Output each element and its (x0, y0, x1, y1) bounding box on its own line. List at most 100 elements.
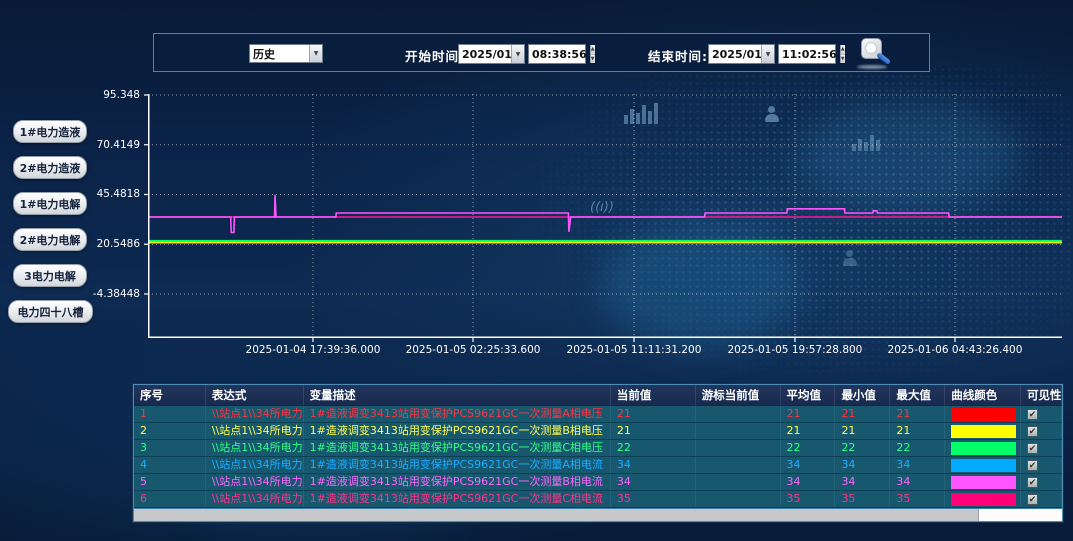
start-time-value: 08:38:56 (532, 47, 587, 61)
cell-expr: \\站点1\\34所电力… (206, 423, 304, 439)
spinner-up-icon[interactable]: ▲ (840, 45, 845, 55)
x-tick-label: 2025-01-04 17:39:36.000 (245, 344, 381, 356)
cell-cursor (696, 474, 781, 490)
cell-color (945, 491, 1022, 507)
sidebar-button-power-electrolysis-2[interactable]: 2#电力电解 (13, 228, 87, 251)
end-date-input[interactable]: 2025/01/06 ▼ (708, 44, 775, 64)
sidebar-button-power-electrolysis-3[interactable]: 3电力电解 (13, 264, 87, 287)
cell-visible: ✔ (1021, 457, 1062, 473)
start-time-input[interactable]: 08:38:56 ▲ ▼ (528, 44, 595, 64)
cell-visible: ✔ (1021, 474, 1062, 490)
cell-idx: 2 (134, 423, 206, 439)
cell-min: 35 (835, 491, 891, 507)
visibility-checkbox[interactable]: ✔ (1027, 425, 1039, 437)
cell-cur: 21 (611, 423, 696, 439)
table-row[interactable]: 5 \\站点1\\34所电力… 1#造液调变3413站用变保护PCS9621GC一次… (134, 474, 1062, 491)
curve-color-swatch[interactable] (951, 492, 1017, 506)
toolbar: 历史 ▼ 开始时间: 2025/01/04 ▼ 08:38:56 ▲▼ 结束时间… (153, 33, 930, 72)
sidebar-button-power-48-cells[interactable]: 电力四十八槽 (8, 300, 93, 323)
cell-color (945, 423, 1022, 439)
sidebar-button-power-liquid-1[interactable]: 1#电力造液 (13, 120, 87, 143)
table-row[interactable]: 1 \\站点1\\34所电力… 1#造液调变3413站用变保护PCS9621GC一次… (134, 406, 1062, 423)
table-row[interactable]: 6 \\站点1\\34所电力… 1#造液调变3413站用变保护PCS9621GC一次… (134, 491, 1062, 508)
curve-color-swatch[interactable] (951, 441, 1017, 455)
column-header-cur: 当前值 (611, 385, 696, 405)
end-time-input[interactable]: 11:02:56 ▲ ▼ (778, 44, 845, 64)
cell-max: 35 (890, 491, 946, 507)
cell-visible: ✔ (1021, 423, 1062, 439)
table-header-row: 序号 表达式 变量描述 当前值 游标当前值 平均值 最小值 最大值 曲线颜色 可见性 (134, 385, 1062, 406)
magnifier-lens (865, 42, 877, 54)
cell-desc: 1#造液调变3413站用变保护PCS9621GC一次测量A相电压 (304, 406, 611, 422)
cell-cur: 34 (611, 457, 696, 473)
spinner-up-icon[interactable]: ▲ (590, 45, 595, 55)
column-header-expr: 表达式 (206, 385, 304, 405)
cell-avg: 34 (781, 457, 836, 473)
visibility-checkbox[interactable]: ✔ (1027, 476, 1039, 488)
cell-color (945, 474, 1022, 490)
scrollbar-thumb[interactable] (978, 509, 1062, 521)
spinner-down-icon[interactable]: ▼ (590, 54, 595, 63)
spinner-down-icon[interactable]: ▼ (840, 54, 845, 63)
chevron-down-icon[interactable]: ▼ (511, 45, 524, 63)
cell-desc: 1#造液调变3413站用变保护PCS9621GC一次测量C相电压 (304, 440, 611, 456)
cell-avg: 34 (781, 474, 836, 490)
sidebar-button-power-liquid-2[interactable]: 2#电力造液 (13, 156, 87, 179)
table-row[interactable]: 3 \\站点1\\34所电力… 1#造液调变3413站用变保护PCS9621GC一次… (134, 440, 1062, 457)
visibility-checkbox[interactable]: ✔ (1027, 408, 1039, 420)
cell-min: 22 (835, 440, 891, 456)
column-header-max: 最大值 (890, 385, 946, 405)
column-header-avg: 平均值 (781, 385, 836, 405)
curves-table: 序号 表达式 变量描述 当前值 游标当前值 平均值 最小值 最大值 曲线颜色 可见性 1 \\站点1… (133, 384, 1063, 522)
table-row[interactable]: 4 \\站点1\\34所电力… 1#造液调变3413站用变保护PCS9621GC一次… (134, 457, 1062, 474)
end-time-value: 11:02:56 (782, 47, 837, 61)
cell-color (945, 457, 1022, 473)
start-date-input[interactable]: 2025/01/04 ▼ (458, 44, 525, 64)
column-header-desc: 变量描述 (304, 385, 611, 405)
cell-idx: 4 (134, 457, 206, 473)
visibility-checkbox[interactable]: ✔ (1027, 459, 1039, 471)
table-row[interactable]: 2 \\站点1\\34所电力… 1#造液调变3413站用变保护PCS9621GC一次… (134, 423, 1062, 440)
cell-idx: 5 (134, 474, 206, 490)
table-scrollbar[interactable] (134, 508, 1062, 521)
history-mode-select[interactable]: 历史 ▼ (249, 44, 323, 63)
series-line-phase-b-current (148, 194, 1062, 234)
start-date-value: 2025/01/04 (462, 47, 511, 61)
trend-chart-plot[interactable] (144, 94, 1062, 342)
x-axis-labels: 2025-01-04 17:39:36.000 2025-01-05 02:25:… (148, 344, 1062, 358)
end-date-value: 2025/01/06 (712, 47, 761, 61)
cell-avg: 35 (781, 491, 836, 507)
cell-min: 21 (835, 406, 891, 422)
cell-max: 34 (890, 457, 946, 473)
visibility-checkbox[interactable]: ✔ (1027, 442, 1039, 454)
cell-max: 21 (890, 423, 946, 439)
curve-color-swatch[interactable] (951, 424, 1017, 438)
cell-idx: 6 (134, 491, 206, 507)
icon-shadow (857, 65, 887, 69)
curve-color-swatch[interactable] (951, 458, 1017, 472)
cell-visible: ✔ (1021, 406, 1062, 422)
curve-color-swatch[interactable] (951, 407, 1017, 421)
table-body: 1 \\站点1\\34所电力… 1#造液调变3413站用变保护PCS9621GC一次… (134, 406, 1062, 508)
chevron-down-icon[interactable]: ▼ (309, 45, 322, 62)
cell-desc: 1#造液调变3413站用变保护PCS9621GC一次测量B相电压 (304, 423, 611, 439)
cell-cursor (696, 491, 781, 507)
search-button[interactable] (851, 35, 899, 71)
time-spinner[interactable]: ▲ ▼ (589, 45, 595, 63)
column-header-cursor: 游标当前值 (696, 385, 781, 405)
time-spinner[interactable]: ▲ ▼ (839, 45, 845, 63)
x-tick-label: 2025-01-05 02:25:33.600 (405, 344, 541, 356)
cell-max: 21 (890, 406, 946, 422)
chevron-down-icon[interactable]: ▼ (761, 45, 774, 63)
cell-color (945, 406, 1022, 422)
cell-cur: 22 (611, 440, 696, 456)
column-header-idx: 序号 (134, 385, 206, 405)
y-tick-label: 95.348 (103, 89, 140, 102)
cell-cur: 34 (611, 474, 696, 490)
visibility-checkbox[interactable]: ✔ (1027, 493, 1039, 505)
cell-expr: \\站点1\\34所电力… (206, 440, 304, 456)
sidebar-button-power-electrolysis-1[interactable]: 1#电力电解 (13, 192, 87, 215)
curve-color-swatch[interactable] (951, 475, 1017, 489)
cell-cursor (696, 440, 781, 456)
